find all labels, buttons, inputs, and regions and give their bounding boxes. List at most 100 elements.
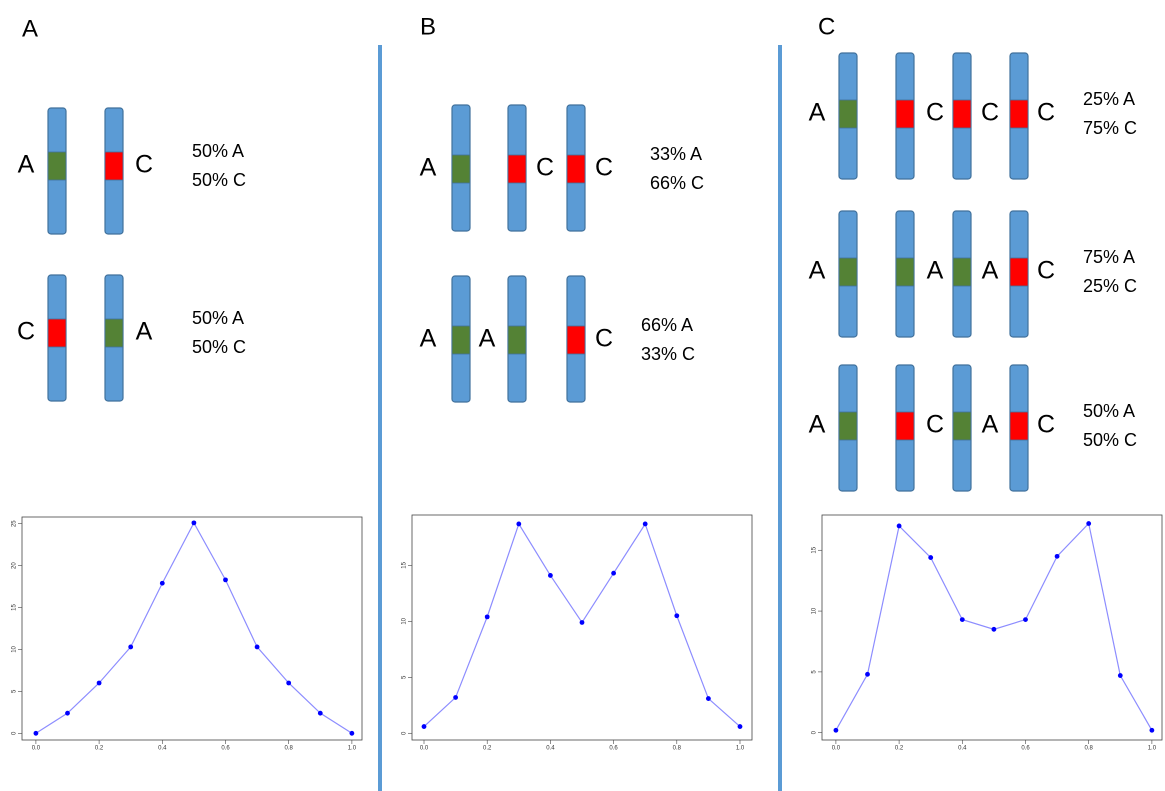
data-line — [835, 522, 1153, 731]
frequency-label: 50% A — [192, 308, 244, 328]
allele-label: C — [1037, 99, 1055, 127]
frequency-label: 50% A — [192, 141, 244, 161]
y-tick-label: 15 — [812, 546, 818, 553]
frequency-label: 66% C — [650, 173, 704, 193]
frequency-label: 50% C — [192, 337, 246, 357]
x-tick-label: 0.4 — [546, 746, 555, 752]
data-point — [421, 724, 427, 729]
data-point — [579, 620, 585, 625]
y-tick-label: 0 — [402, 731, 408, 735]
data-point — [33, 730, 39, 736]
allele-label: A — [136, 318, 153, 346]
frequency-label: 50% C — [1083, 430, 1137, 450]
data-point — [896, 523, 902, 529]
allele-band — [47, 318, 67, 348]
allele-band — [1009, 99, 1029, 129]
data-point — [96, 680, 102, 686]
data-point — [159, 580, 165, 586]
x-tick-label: 0.0 — [832, 746, 841, 752]
allele-label: A — [809, 257, 826, 285]
plot-frame — [411, 514, 753, 741]
data-point — [453, 695, 459, 700]
x-tick-label: 0.8 — [1085, 746, 1094, 752]
x-tick-label: 0.0 — [32, 746, 41, 752]
allele-band — [507, 154, 527, 184]
data-point — [1117, 673, 1123, 678]
x-tick-label: 0.2 — [95, 746, 104, 752]
frequency-label: 66% A — [641, 315, 693, 335]
allele-band — [451, 325, 471, 355]
allele-label: A — [420, 325, 437, 353]
allele-band — [895, 257, 915, 287]
data-point — [959, 617, 965, 622]
allele-label: A — [982, 411, 999, 439]
data-point — [254, 644, 260, 650]
data-point — [484, 614, 490, 620]
data-point — [286, 680, 292, 686]
y-tick-label: 20 — [12, 562, 18, 569]
x-tick-label: 0.2 — [895, 746, 904, 752]
data-point — [865, 671, 870, 677]
y-tick-label: 10 — [12, 645, 18, 652]
allele-band — [104, 318, 124, 348]
data-point — [1023, 617, 1028, 622]
data-line — [35, 521, 353, 734]
allele-band — [838, 99, 858, 129]
frequency-label: 33% A — [650, 144, 702, 164]
allele-band — [104, 151, 124, 181]
panel-label: C — [818, 13, 835, 40]
frequency-label: 75% A — [1083, 247, 1135, 267]
x-tick-label: 0.4 — [958, 746, 967, 752]
allele-label: C — [981, 99, 999, 127]
data-point — [642, 521, 648, 527]
frequency-label: 33% C — [641, 344, 695, 364]
data-point — [674, 613, 680, 619]
panel-label: A — [22, 15, 38, 42]
data-point — [65, 710, 70, 716]
y-tick-label: 10 — [812, 607, 818, 614]
chart: 0.0 0.2 0.4 0.6 0.8 1.0 0 5 10 15 20 25 — [12, 516, 363, 752]
data-point — [128, 644, 134, 650]
data-point — [737, 724, 743, 729]
y-tick-label: 5 — [402, 675, 408, 679]
x-tick-label: 1.0 — [1148, 746, 1157, 752]
y-tick-label: 0 — [812, 730, 818, 734]
data-point — [548, 573, 553, 578]
chart: 0.0 0.2 0.4 0.6 0.8 1.0 0 5 10 15 — [812, 514, 1163, 752]
data-point — [1086, 521, 1092, 526]
data-point — [705, 696, 711, 701]
x-tick-label: 0.6 — [1021, 746, 1030, 752]
allele-band — [566, 154, 586, 184]
allele-band — [952, 99, 972, 129]
allele-band — [1009, 257, 1029, 287]
plot-frame — [21, 516, 363, 741]
data-point — [223, 577, 228, 583]
allele-label: C — [595, 325, 613, 353]
allele-band — [507, 325, 527, 355]
frequency-label: 25% A — [1083, 89, 1135, 109]
allele-band — [47, 151, 67, 181]
allele-label: A — [927, 257, 944, 285]
allele-band — [566, 325, 586, 355]
data-point — [516, 521, 522, 527]
data-point — [317, 710, 323, 716]
frequency-label: 50% C — [192, 170, 246, 190]
x-tick-label: 0.0 — [420, 746, 429, 752]
allele-band — [1009, 411, 1029, 441]
plot-frame — [821, 514, 1163, 741]
allele-label: C — [595, 154, 613, 182]
allele-label: A — [809, 411, 826, 439]
chart: 0.0 0.2 0.4 0.6 0.8 1.0 0 5 10 15 — [402, 514, 753, 752]
y-tick-label: 0 — [12, 731, 18, 735]
y-tick-label: 25 — [12, 520, 18, 527]
allele-label: C — [926, 99, 944, 127]
frequency-label: 75% C — [1083, 118, 1137, 138]
data-point — [349, 730, 355, 736]
allele-label: C — [1037, 411, 1055, 439]
y-tick-label: 15 — [402, 561, 408, 568]
y-tick-label: 5 — [12, 689, 18, 693]
allele-label: C — [926, 411, 944, 439]
x-tick-label: 0.6 — [609, 746, 618, 752]
